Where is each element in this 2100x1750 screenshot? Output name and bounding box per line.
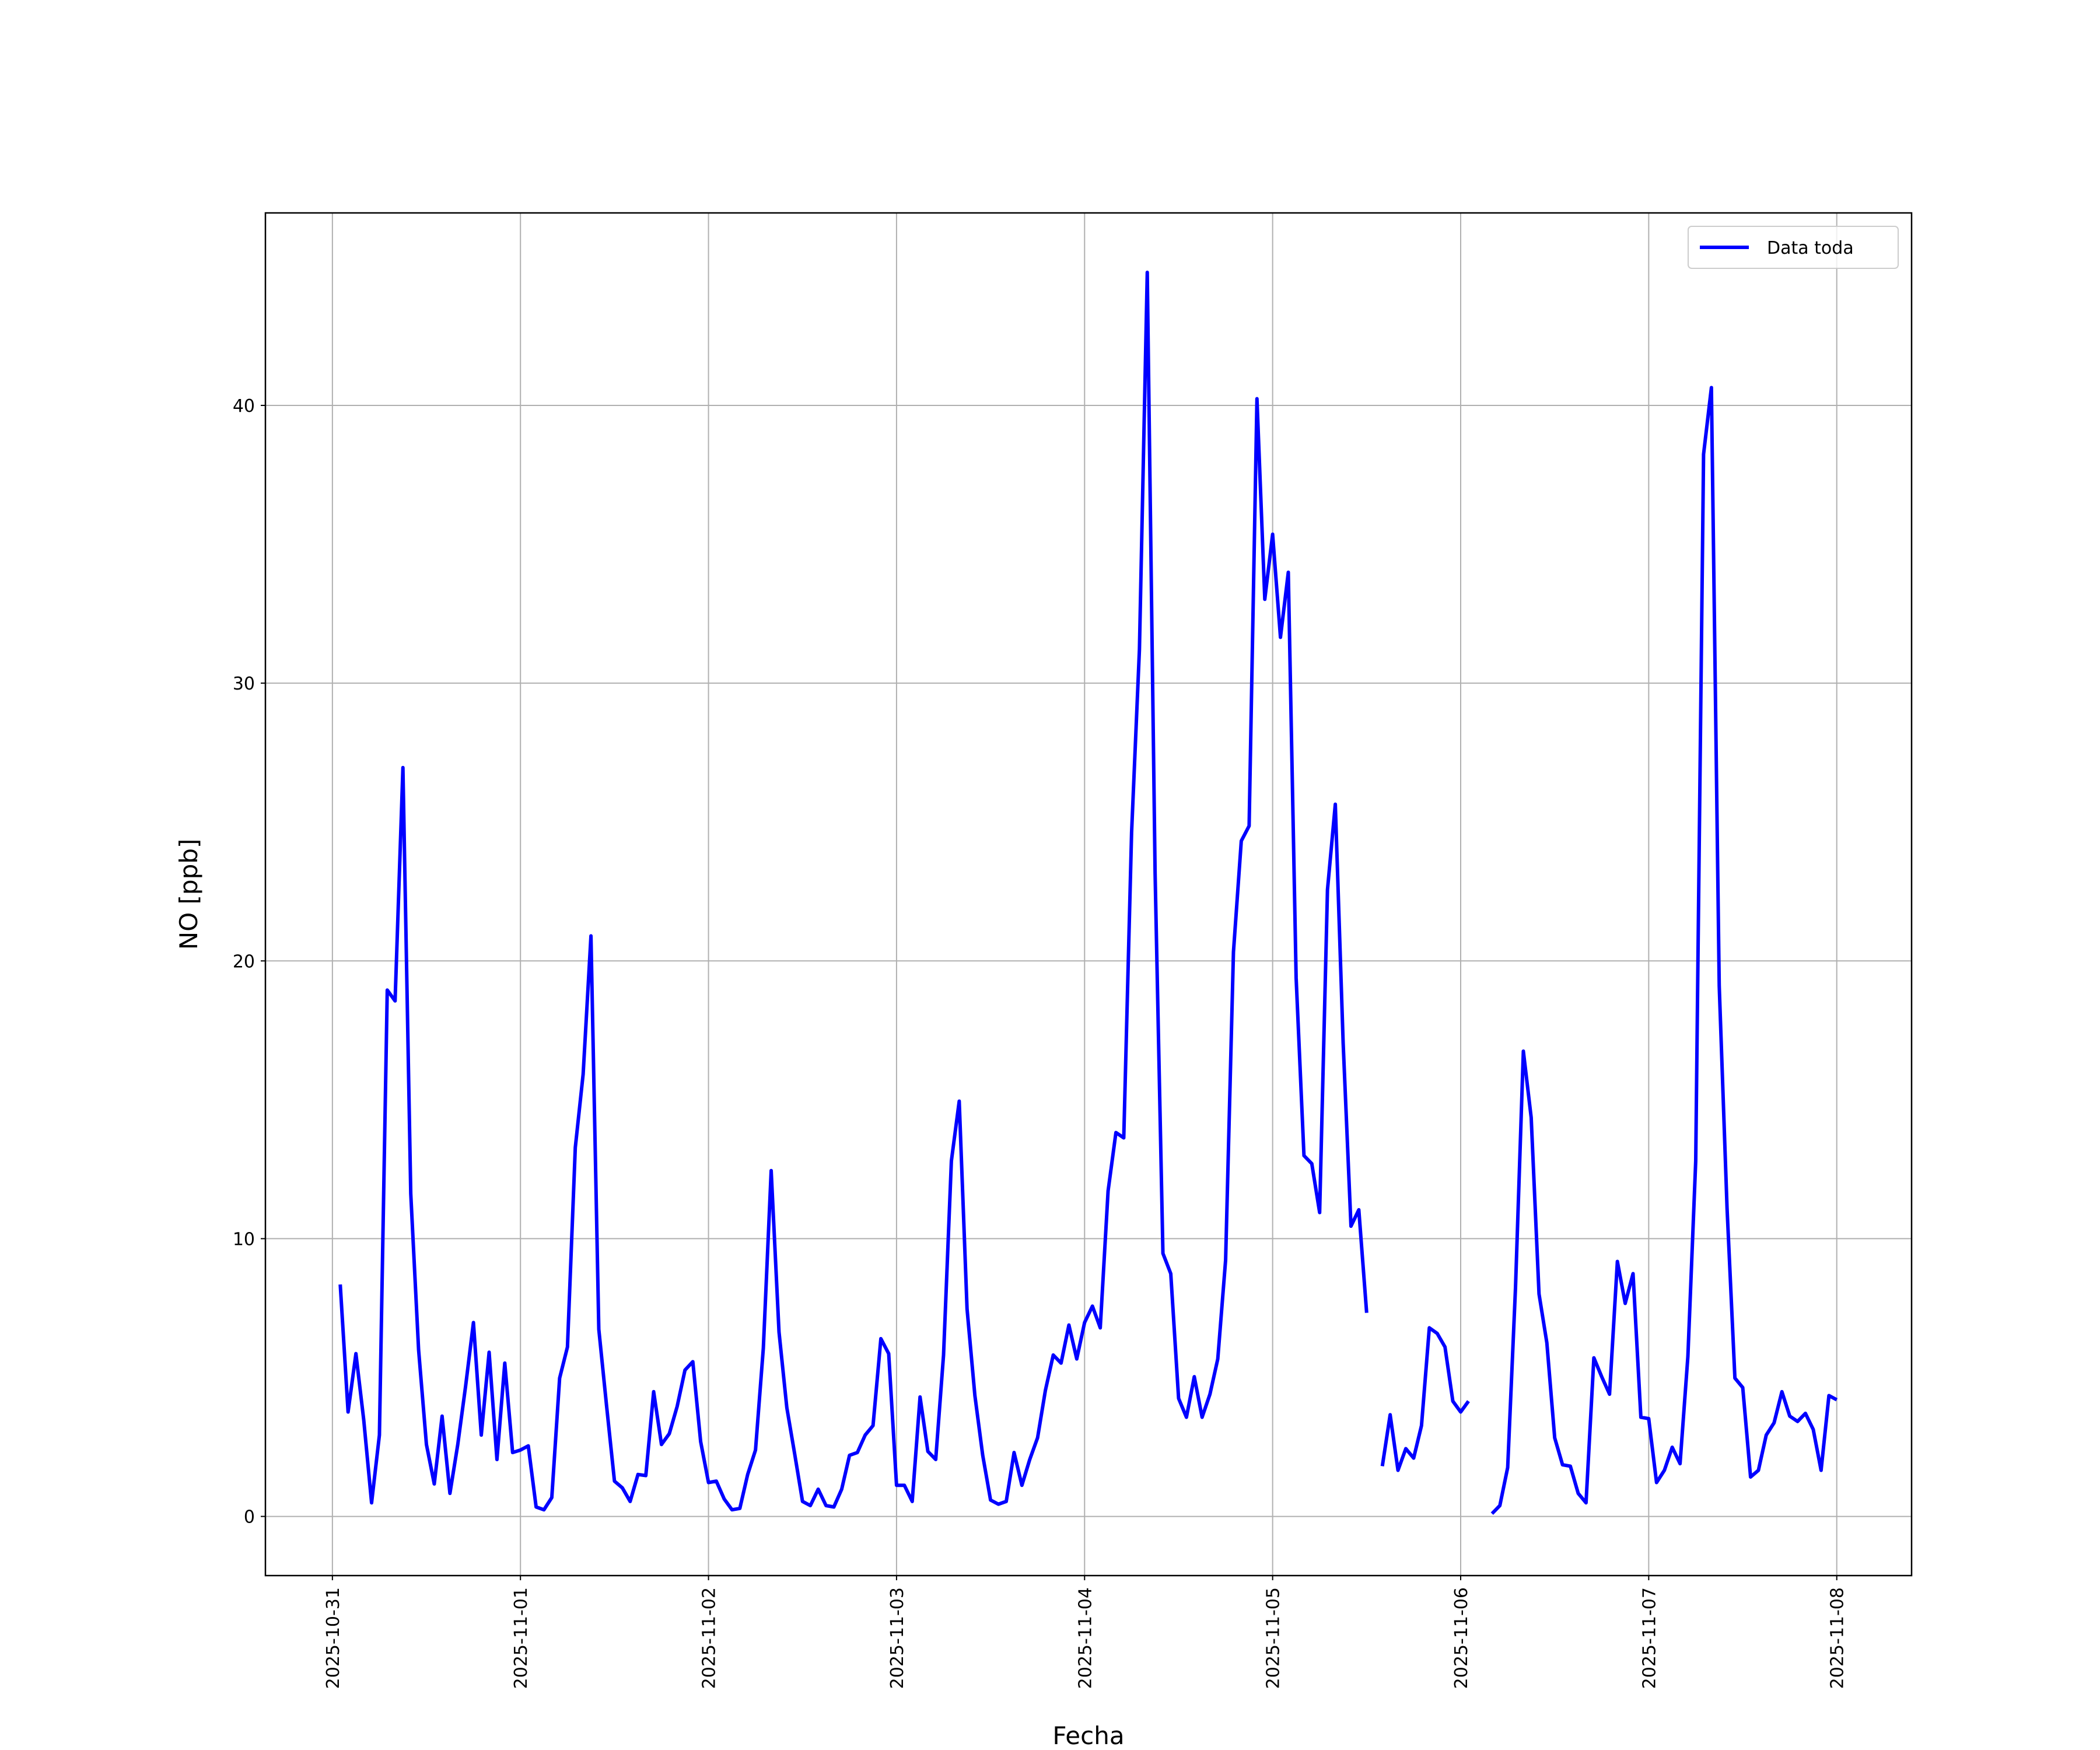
x-tick-label: 2025-11-03 — [887, 1587, 908, 1689]
plot-frame — [264, 212, 1913, 1577]
x-axis-label: Fecha — [1052, 1721, 1124, 1750]
x-tick-label: 2025-10-31 — [323, 1587, 344, 1689]
y-tick-label: 40 — [233, 396, 255, 416]
y-tick-label: 0 — [244, 1507, 255, 1528]
y-tick-label: 10 — [233, 1229, 255, 1250]
x-tick-label: 2025-11-01 — [511, 1587, 531, 1689]
legend-box — [1688, 226, 1899, 269]
y-tick-label: 30 — [233, 674, 255, 694]
y-tick-label: 20 — [233, 951, 255, 972]
y-axis-label: NO [ppb] — [174, 839, 203, 950]
x-tick-label: 2025-11-04 — [1075, 1587, 1096, 1689]
x-tick-label: 2025-11-08 — [1828, 1587, 1848, 1689]
line — [338, 270, 1838, 1515]
x-tick-label: 2025-11-05 — [1264, 1587, 1284, 1689]
x-tick-label: 2025-11-02 — [699, 1587, 720, 1689]
x-tick-label: 2025-11-06 — [1451, 1587, 1472, 1689]
x-tick-label: 2025-11-07 — [1639, 1587, 1660, 1689]
legend-label: Data toda — [1767, 238, 1854, 258]
